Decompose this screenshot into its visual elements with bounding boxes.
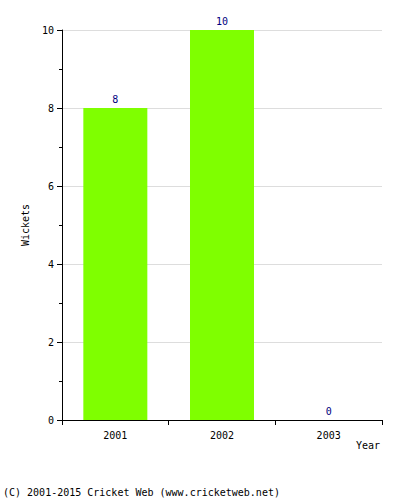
svg-text:Wickets: Wickets xyxy=(20,204,31,246)
svg-text:0: 0 xyxy=(326,406,332,417)
svg-text:8: 8 xyxy=(48,103,54,114)
svg-text:10: 10 xyxy=(216,16,228,27)
svg-text:0: 0 xyxy=(48,415,54,426)
svg-text:8: 8 xyxy=(112,94,118,105)
svg-text:2003: 2003 xyxy=(317,430,341,441)
svg-text:Year: Year xyxy=(356,440,380,451)
svg-text:10: 10 xyxy=(42,25,54,36)
svg-text:2001: 2001 xyxy=(103,430,127,441)
svg-text:2: 2 xyxy=(48,337,54,348)
svg-text:6: 6 xyxy=(48,181,54,192)
svg-text:4: 4 xyxy=(48,259,54,270)
svg-text:(C) 2001-2015 Cricket Web (www: (C) 2001-2015 Cricket Web (www.cricketwe… xyxy=(3,487,280,498)
svg-text:2002: 2002 xyxy=(210,430,234,441)
